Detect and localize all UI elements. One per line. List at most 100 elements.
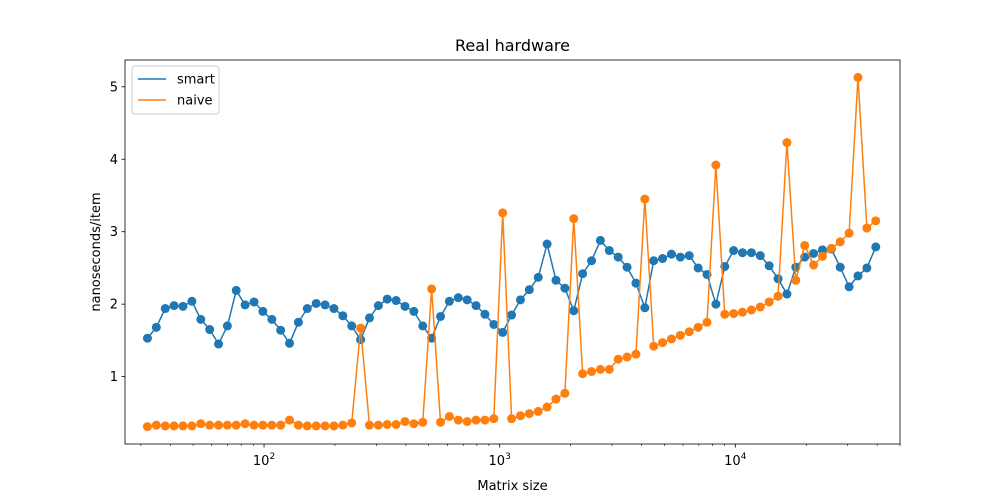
- data-point-naive: [631, 349, 641, 359]
- data-point-naive: [595, 364, 605, 374]
- series-layer: [142, 72, 881, 432]
- data-point-smart: [817, 245, 827, 255]
- data-point-smart: [444, 296, 454, 306]
- data-point-smart: [151, 322, 161, 332]
- data-point-naive: [400, 417, 410, 427]
- data-point-smart: [293, 317, 303, 327]
- series-smart: [142, 235, 881, 349]
- data-point-naive: [791, 275, 801, 285]
- data-point-naive: [835, 237, 845, 247]
- data-point-smart: [187, 296, 197, 306]
- data-point-smart: [560, 283, 570, 293]
- data-point-naive: [684, 327, 694, 337]
- data-point-naive: [773, 291, 783, 301]
- data-point-smart: [604, 246, 614, 256]
- data-point-naive: [373, 420, 383, 430]
- data-point-naive: [444, 411, 454, 421]
- data-point-naive: [542, 402, 552, 412]
- data-point-smart: [595, 235, 605, 245]
- data-point-smart: [320, 300, 330, 310]
- data-point-smart: [427, 333, 437, 343]
- y-tick-label: 2: [110, 298, 118, 313]
- data-point-smart: [240, 300, 250, 310]
- data-point-smart: [684, 251, 694, 261]
- data-point-smart: [178, 301, 188, 311]
- data-point-smart: [231, 285, 241, 295]
- data-point-smart: [835, 262, 845, 272]
- data-point-naive: [817, 251, 827, 261]
- data-point-naive: [782, 138, 792, 148]
- data-point-smart: [515, 295, 525, 305]
- data-point-smart: [276, 325, 286, 335]
- data-point-naive: [613, 354, 623, 364]
- data-point-naive: [853, 72, 863, 82]
- data-point-naive: [427, 284, 437, 294]
- data-point-naive: [196, 419, 206, 429]
- x-axis-label: Matrix size: [477, 479, 547, 494]
- data-point-smart: [205, 325, 215, 335]
- data-point-naive: [409, 419, 419, 429]
- data-point-smart: [578, 269, 588, 279]
- legend-label-smart: smart: [177, 73, 215, 88]
- data-point-smart: [613, 252, 623, 262]
- data-point-smart: [729, 246, 739, 256]
- data-point-smart: [373, 301, 383, 311]
- data-point-naive: [276, 420, 286, 430]
- data-point-smart: [338, 311, 348, 321]
- data-point-naive: [480, 415, 490, 425]
- plot-background: [125, 60, 900, 444]
- data-point-smart: [844, 282, 854, 292]
- data-point-smart: [524, 285, 534, 295]
- data-point-smart: [480, 309, 490, 319]
- data-point-naive: [391, 419, 401, 429]
- data-point-smart: [809, 248, 819, 258]
- data-point-naive: [178, 421, 188, 431]
- data-point-naive: [311, 421, 321, 431]
- data-point-naive: [231, 420, 241, 430]
- data-point-naive: [151, 420, 161, 430]
- data-point-smart: [622, 262, 632, 272]
- data-point-naive: [160, 421, 170, 431]
- data-point-smart: [631, 278, 641, 288]
- data-point-naive: [142, 422, 152, 432]
- axes-layer: 1 2 3 4 5 102 103 104: [110, 59, 901, 469]
- data-point-smart: [587, 256, 597, 266]
- data-point-smart: [862, 263, 872, 273]
- data-point-naive: [649, 341, 659, 351]
- data-point-naive: [604, 364, 614, 374]
- data-point-smart: [542, 239, 552, 249]
- data-point-naive: [702, 317, 712, 327]
- data-point-naive: [356, 323, 366, 333]
- x-tick-label: 103: [489, 452, 511, 469]
- data-point-naive: [489, 414, 499, 424]
- data-point-smart: [666, 249, 676, 259]
- data-point-naive: [285, 415, 295, 425]
- data-point-naive: [293, 420, 303, 430]
- data-point-smart: [533, 272, 543, 282]
- data-point-smart: [471, 301, 481, 311]
- data-point-naive: [871, 216, 881, 226]
- y-tick-label: 4: [110, 153, 118, 168]
- data-point-naive: [205, 420, 215, 430]
- data-point-naive: [711, 160, 721, 170]
- data-point-naive: [187, 421, 197, 431]
- data-point-smart: [569, 306, 579, 316]
- x-tick-label: 104: [724, 452, 747, 469]
- data-point-naive: [418, 417, 428, 427]
- data-point-smart: [773, 274, 783, 284]
- data-point-smart: [489, 319, 499, 329]
- data-point-smart: [214, 339, 224, 349]
- chart-title: Real hardware: [455, 36, 570, 55]
- data-point-naive: [320, 421, 330, 431]
- y-tick-label: 5: [110, 80, 118, 95]
- y-tick-label: 1: [110, 370, 118, 385]
- data-point-naive: [240, 419, 250, 429]
- data-point-naive: [826, 243, 836, 253]
- y-tick-label: 3: [110, 225, 118, 240]
- data-point-smart: [249, 297, 259, 307]
- data-point-naive: [169, 421, 179, 431]
- data-point-naive: [622, 352, 632, 362]
- data-point-smart: [693, 263, 703, 273]
- data-point-naive: [364, 420, 374, 430]
